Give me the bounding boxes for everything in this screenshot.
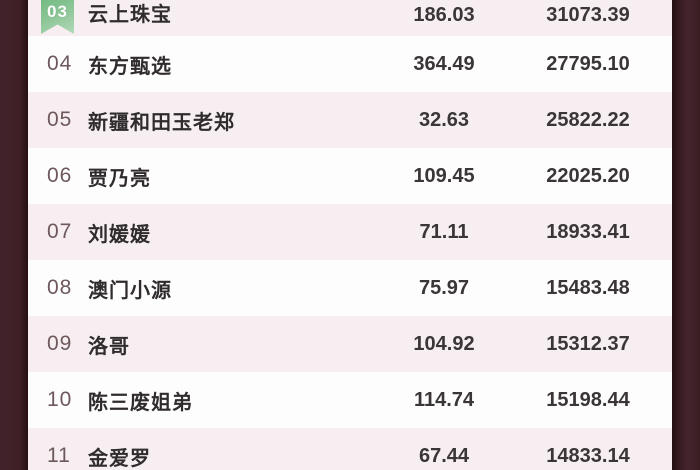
value-col-2: 15483.48: [546, 276, 630, 299]
value-col-1: 186.03: [413, 4, 475, 26]
leaderboard-row[interactable]: 06 贾乃亮 109.45 22025.20: [28, 148, 672, 204]
rank-ribbon-badge-icon: 03: [41, 0, 74, 34]
leaderboard-row[interactable]: 10 陈三废姐弟 114.74 15198.44: [28, 372, 672, 428]
rank-number: 09: [47, 332, 73, 355]
streamer-name: 澳门小源: [88, 279, 172, 302]
leaderboard-row[interactable]: 05 新疆和田玉老郑 32.63 25822.22: [28, 92, 672, 148]
rank-cell: 06: [28, 164, 88, 188]
streamer-name: 贾乃亮: [88, 167, 151, 190]
right-frame-border: [672, 0, 700, 470]
value-col-2: 18933.41: [546, 220, 630, 243]
badge-rank-number: 03: [47, 2, 68, 21]
rank-number: 07: [47, 220, 73, 243]
leaderboard-row[interactable]: 04 东方甄选 364.49 27795.10: [28, 36, 672, 92]
streamer-name: 云上珠宝: [88, 4, 172, 26]
streamer-name: 陈三废姐弟: [88, 391, 193, 414]
value-col-2: 15198.44: [546, 388, 630, 411]
rank-cell: 10: [28, 388, 88, 412]
leaderboard-row[interactable]: 08 澳门小源 75.97 15483.48: [28, 260, 672, 316]
value-col-1: 67.44: [418, 444, 470, 467]
value-col-2: 27795.10: [546, 52, 630, 75]
rank-cell: 08: [28, 276, 88, 300]
value-col-2: 22025.20: [546, 164, 630, 187]
rank-number: 06: [47, 164, 73, 187]
value-col-2: 25822.22: [546, 108, 630, 131]
value-col-2: 31073.39: [546, 4, 630, 26]
leaderboard-row[interactable]: 07 刘媛媛 71.11 18933.41: [28, 204, 672, 260]
streamer-name: 新疆和田玉老郑: [88, 111, 235, 134]
rank-cell: 04: [28, 52, 88, 76]
leaderboard-row[interactable]: 11 金爱罗 67.44 14833.14: [28, 428, 672, 470]
leaderboard-row[interactable]: 09 洛哥 104.92 15312.37: [28, 316, 672, 372]
value-col-2: 14833.14: [546, 444, 630, 467]
rank-number: 08: [47, 276, 73, 299]
rank-cell: 09: [28, 332, 88, 356]
value-col-1: 114.74: [413, 388, 475, 411]
streamer-name: 金爱罗: [88, 447, 151, 470]
leaderboard: 03 03 云上珠宝 186.03 31073.39 04 东方甄选 364.4…: [28, 0, 672, 470]
rank-cell: 05: [28, 108, 88, 132]
rank-number: 11: [47, 444, 71, 467]
streamer-name: 洛哥: [88, 335, 130, 358]
leaderboard-row[interactable]: 03 03 云上珠宝 186.03 31073.39: [28, 0, 672, 36]
value-col-1: 71.11: [419, 220, 469, 243]
value-col-1: 109.45: [413, 164, 475, 187]
value-col-1: 75.97: [418, 276, 470, 299]
value-col-1: 364.49: [413, 52, 475, 75]
rank-cell: 07: [28, 220, 88, 244]
rank-number: 10: [47, 388, 73, 411]
rank-number: 05: [47, 108, 73, 131]
rank-number: 04: [47, 52, 73, 75]
value-col-1: 32.63: [418, 108, 470, 131]
value-col-2: 15312.37: [546, 332, 630, 355]
left-frame-border: [0, 0, 28, 470]
rank-cell: 11: [28, 444, 88, 468]
streamer-name: 东方甄选: [88, 55, 172, 78]
value-col-1: 104.92: [413, 332, 475, 355]
streamer-name: 刘媛媛: [88, 223, 151, 246]
